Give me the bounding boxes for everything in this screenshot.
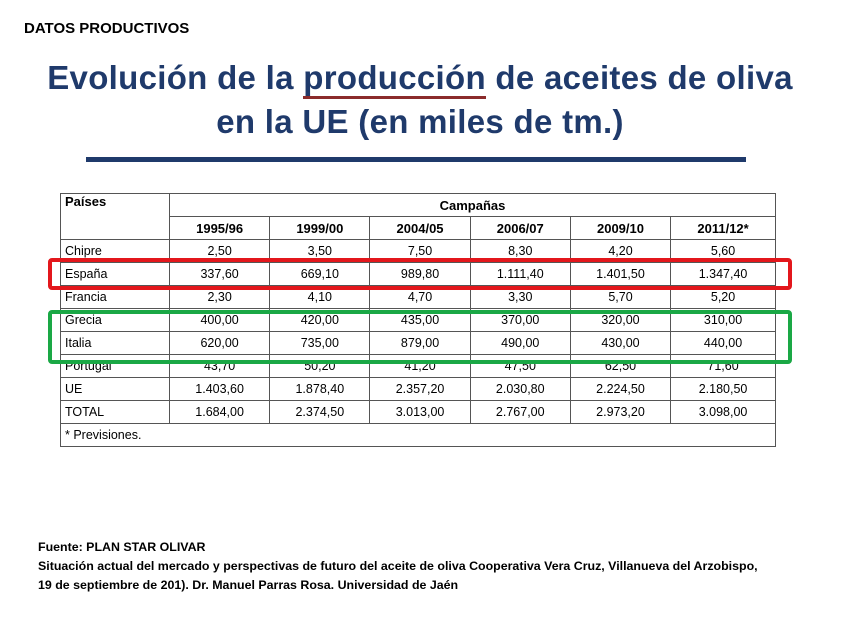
table-row: TOTAL 1.684,00 2.374,50 3.013,00 2.767,0…	[60, 400, 776, 424]
production-table: Países Campañas 1995/96 1999/00 2004/05 …	[60, 193, 776, 447]
country-cell: Italia	[60, 331, 170, 355]
value-cell: 2.180,50	[670, 377, 776, 401]
value-cell: 2.030,80	[469, 377, 571, 401]
footer-source-line: Fuente: PLAN STAR OLIVAR	[38, 540, 206, 554]
title-highlight: producción	[303, 59, 486, 99]
header-campaign: 2011/12*	[670, 216, 776, 240]
value-cell: 3.013,00	[369, 400, 471, 424]
value-cell: 3.098,00	[670, 400, 776, 424]
footer-citation-line-2: 19 de septiembre de 201). Dr. Manuel Par…	[38, 578, 459, 592]
header-campaign: 2006/07	[469, 216, 571, 240]
country-cell: UE	[60, 377, 170, 401]
table-subheader-row: 1995/96 1999/00 2004/05 2006/07 2009/10 …	[61, 216, 776, 240]
production-table-container: Países Campañas 1995/96 1999/00 2004/05 …	[60, 193, 776, 447]
value-cell: 2.767,00	[469, 400, 571, 424]
highlight-box-spain	[48, 258, 792, 290]
value-cell: 430,00	[569, 331, 672, 355]
table-row: UE 1.403,60 1.878,40 2.357,20 2.030,80 2…	[60, 377, 776, 401]
value-cell: 989,80	[369, 262, 471, 286]
highlight-box-greece-italy	[48, 310, 792, 364]
title-part-1: Evolución de la	[47, 59, 304, 96]
page-title: Evolución de la producción de aceites de…	[40, 56, 800, 144]
table-note-row: * Previsiones.	[60, 423, 776, 447]
table-header-row: Países Campañas	[60, 193, 776, 240]
value-cell: 1.111,40	[469, 262, 571, 286]
value-cell: 41,20	[369, 354, 471, 378]
value-cell: 2.973,20	[569, 400, 672, 424]
table-row: Italia 620,00 735,00 879,00 490,00 430,0…	[60, 331, 776, 355]
value-cell: 2.357,20	[369, 377, 471, 401]
header-campaign: 1999/00	[269, 216, 371, 240]
header-countries: Países	[60, 193, 170, 240]
title-underline-rule	[86, 157, 746, 162]
footer-citation-line: Situación actual del mercado y perspecti…	[38, 559, 758, 573]
header-campaigns: Campañas	[169, 193, 776, 217]
value-cell: 2.374,50	[269, 400, 371, 424]
country-cell: España	[60, 262, 170, 286]
value-cell: 1.403,60	[168, 377, 271, 401]
table-note: * Previsiones.	[60, 423, 776, 447]
table-row: España 337,60 669,10 989,80 1.111,40 1.4…	[60, 262, 776, 286]
header-campaign: 2009/10	[569, 216, 672, 240]
country-cell: TOTAL	[60, 400, 170, 424]
value-cell: 1.684,00	[168, 400, 271, 424]
value-cell: 735,00	[269, 331, 371, 355]
value-cell: 620,00	[168, 331, 271, 355]
source-footer: Fuente: PLAN STAR OLIVAR Situación actua…	[38, 538, 844, 595]
value-cell: 440,00	[670, 331, 776, 355]
title-part-2: de aceites de oliva en la UE (en miles d…	[216, 59, 793, 140]
value-cell: 1.878,40	[269, 377, 371, 401]
header-campaign: 1995/96	[168, 216, 271, 240]
section-label: DATOS PRODUCTIVOS	[24, 20, 190, 37]
value-cell: 2.224,50	[569, 377, 672, 401]
value-cell: 2,30	[168, 285, 271, 309]
header-campaign: 2004/05	[369, 216, 471, 240]
